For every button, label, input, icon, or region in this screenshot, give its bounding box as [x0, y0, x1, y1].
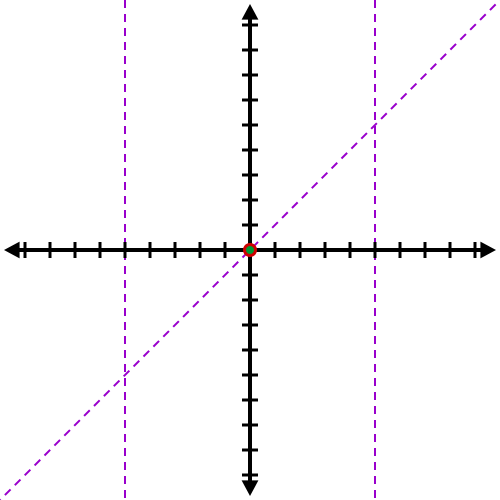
axis-arrow: [242, 4, 259, 20]
axis-arrow: [4, 242, 20, 259]
axis-arrow: [242, 480, 259, 496]
coordinate-plane: [0, 0, 500, 500]
axis-arrow: [480, 242, 496, 259]
origin-point-inner: [246, 246, 254, 254]
